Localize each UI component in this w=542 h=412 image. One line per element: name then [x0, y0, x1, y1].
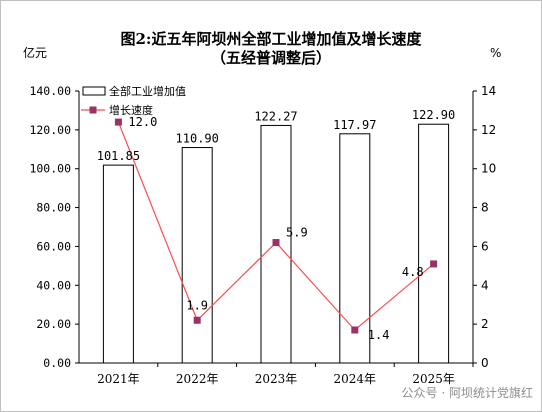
bar-value-label: 117.97: [333, 118, 376, 132]
left-tick-label: 20.00: [36, 317, 71, 331]
left-axis-unit: 亿元: [23, 45, 47, 60]
bar-value-label: 110.90: [176, 132, 219, 146]
right-tick-label: 4: [481, 278, 489, 292]
legend-swatch-marker: [89, 106, 97, 114]
growth-marker: [272, 239, 280, 247]
bar-value-label: 122.27: [254, 109, 297, 123]
category-label: 2022年: [176, 372, 219, 386]
bar: [260, 124, 292, 364]
legend: 全部工业增加值 增长速度: [81, 84, 186, 117]
left-tick-label: 100.00: [29, 162, 71, 176]
watermark: 公众号 · 阿坝统计党旗红: [402, 385, 533, 400]
legend-swatch-bar: [82, 86, 106, 96]
category-label: 2023年: [255, 372, 298, 386]
growth-value-label: 5.9: [286, 226, 308, 240]
left-tick-label: 120.00: [29, 123, 71, 137]
left-tick-label: 40.00: [36, 278, 71, 292]
left-tick-label: 80.00: [36, 201, 71, 215]
right-tick-label: 2: [481, 317, 489, 331]
chart-title: 图2:近五年阿坝州全部工业增加值及增长速度: [121, 30, 423, 48]
category-label: 2024年: [334, 372, 377, 386]
right-tick-label: 0: [481, 356, 489, 370]
chart-subtitle: （五经普调整后）: [211, 49, 331, 67]
growth-value-label: 1.4: [368, 328, 390, 342]
bar: [102, 164, 134, 364]
data-labels: 101.85 110.90 122.27 117.97 122.90 12.0 1.9 5.9…: [97, 108, 456, 342]
right-tick-label: 6: [481, 239, 489, 253]
left-tick-label: 60.00: [36, 239, 71, 253]
chart-axes: 0.00 20.00 40.00 60.00 80.00 100.00 120.00 140.…: [29, 84, 496, 386]
left-tick-label: 0.00: [43, 356, 71, 370]
legend-label-line: 增长速度: [109, 103, 153, 117]
bar-value-label: 101.85: [97, 149, 140, 163]
growth-value-label: 4.8: [402, 265, 424, 279]
legend-label-bar: 全部工业增加值: [109, 84, 186, 98]
right-tick-label: 8: [481, 201, 489, 215]
right-tick-label: 14: [481, 84, 496, 98]
bar: [418, 123, 450, 364]
line-series: [114, 118, 438, 334]
growth-value-label: 12.0: [128, 115, 157, 129]
right-axis-unit: %: [490, 46, 501, 60]
growth-marker: [193, 316, 201, 324]
bar-series: [102, 123, 450, 364]
category-label: 2021年: [97, 372, 140, 386]
right-tick-label: 12: [481, 123, 496, 137]
right-tick-label: 10: [481, 162, 496, 176]
growth-value-label: 1.9: [186, 298, 208, 312]
growth-marker: [114, 118, 122, 126]
growth-marker: [430, 260, 438, 268]
growth-marker: [351, 326, 359, 334]
bar-value-label: 122.90: [412, 108, 455, 122]
bar: [181, 147, 213, 364]
left-tick-label: 140.00: [29, 84, 71, 98]
category-label: 2025年: [412, 372, 455, 386]
bar: [339, 133, 371, 364]
